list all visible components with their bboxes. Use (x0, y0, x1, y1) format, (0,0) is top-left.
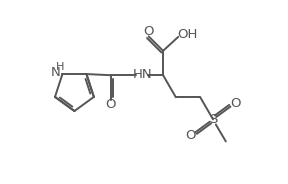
Text: O: O (230, 97, 240, 110)
Text: O: O (143, 25, 154, 38)
Text: N: N (51, 66, 61, 79)
Text: S: S (209, 113, 217, 126)
Text: O: O (106, 98, 116, 111)
Text: O: O (186, 129, 196, 142)
Text: OH: OH (177, 28, 197, 41)
Text: H: H (55, 62, 64, 72)
Text: HN: HN (132, 68, 152, 81)
